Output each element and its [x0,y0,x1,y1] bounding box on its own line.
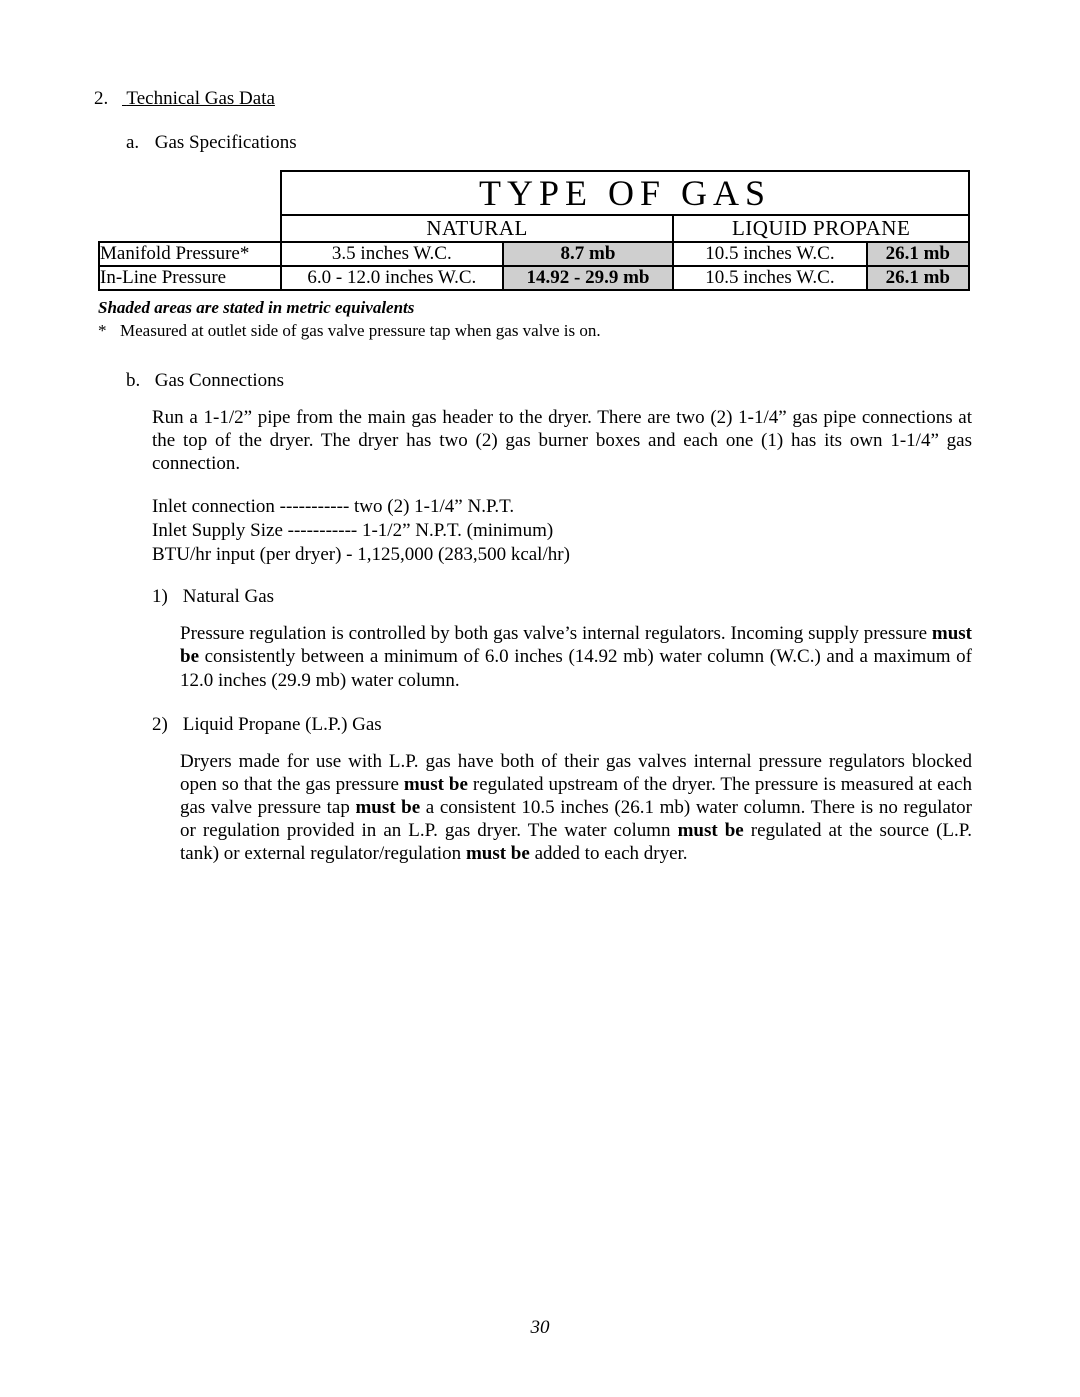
sub-a-letter: a. [126,132,150,154]
note-italic: Shaded areas are stated in metric equiva… [98,297,990,318]
sub-b-letter: b. [126,370,150,392]
section-heading: 2. Technical Gas Data [94,88,990,110]
item-1-title: Natural Gas [183,586,274,607]
spec-lines: Inlet connection ----------- two (2) 1-1… [152,495,990,566]
header-lp: LIQUID PROPANE [673,215,969,242]
cell: 26.1 mb [867,266,969,290]
item-2-body: Dryers made for use with L.P. gas have b… [180,750,972,866]
table-title: TYPE OF GAS [281,171,969,215]
spec-line: Inlet Supply Size ----------- 1-1/2” N.P… [152,519,990,543]
cell: 14.92 - 29.9 mb [503,266,674,290]
cell: 10.5 inches W.C. [673,242,866,266]
gas-table: TYPE OF GAS NATURAL LIQUID PROPANE Manif… [98,170,970,291]
cell: 26.1 mb [867,242,969,266]
spec-line: Inlet connection ----------- two (2) 1-1… [152,495,990,519]
section-number: 2. [94,88,122,110]
spec-line: BTU/hr input (per dryer) - 1,125,000 (28… [152,543,990,567]
item-1-num: 1) [152,586,178,608]
note-star: * [98,320,120,341]
page-number: 30 [0,1317,1080,1339]
row-label: In-Line Pressure [99,266,281,290]
subsection-a: a. Gas Specifications [126,132,990,154]
cell: 3.5 inches W.C. [281,242,503,266]
note-star-text: Measured at outlet side of gas valve pre… [120,320,601,341]
item-1-body: Pressure regulation is controlled by bot… [180,622,972,692]
item-1-heading: 1) Natural Gas [152,586,990,608]
item-2-num: 2) [152,714,178,736]
table-notes: Shaded areas are stated in metric equiva… [98,297,990,342]
cell: 6.0 - 12.0 inches W.C. [281,266,503,290]
cell: 8.7 mb [503,242,674,266]
header-natural: NATURAL [281,215,673,242]
sub-b-title: Gas Connections [155,370,284,391]
item-2-heading: 2) Liquid Propane (L.P.) Gas [152,714,990,736]
row-label: Manifold Pressure* [99,242,281,266]
section-title: Technical Gas Data [126,88,274,109]
para-gas-connections: Run a 1-1/2” pipe from the main gas head… [152,406,972,476]
subsection-b: b. Gas Connections [126,370,990,392]
sub-a-title: Gas Specifications [155,132,297,153]
cell: 10.5 inches W.C. [673,266,866,290]
item-2-title: Liquid Propane (L.P.) Gas [183,714,382,735]
